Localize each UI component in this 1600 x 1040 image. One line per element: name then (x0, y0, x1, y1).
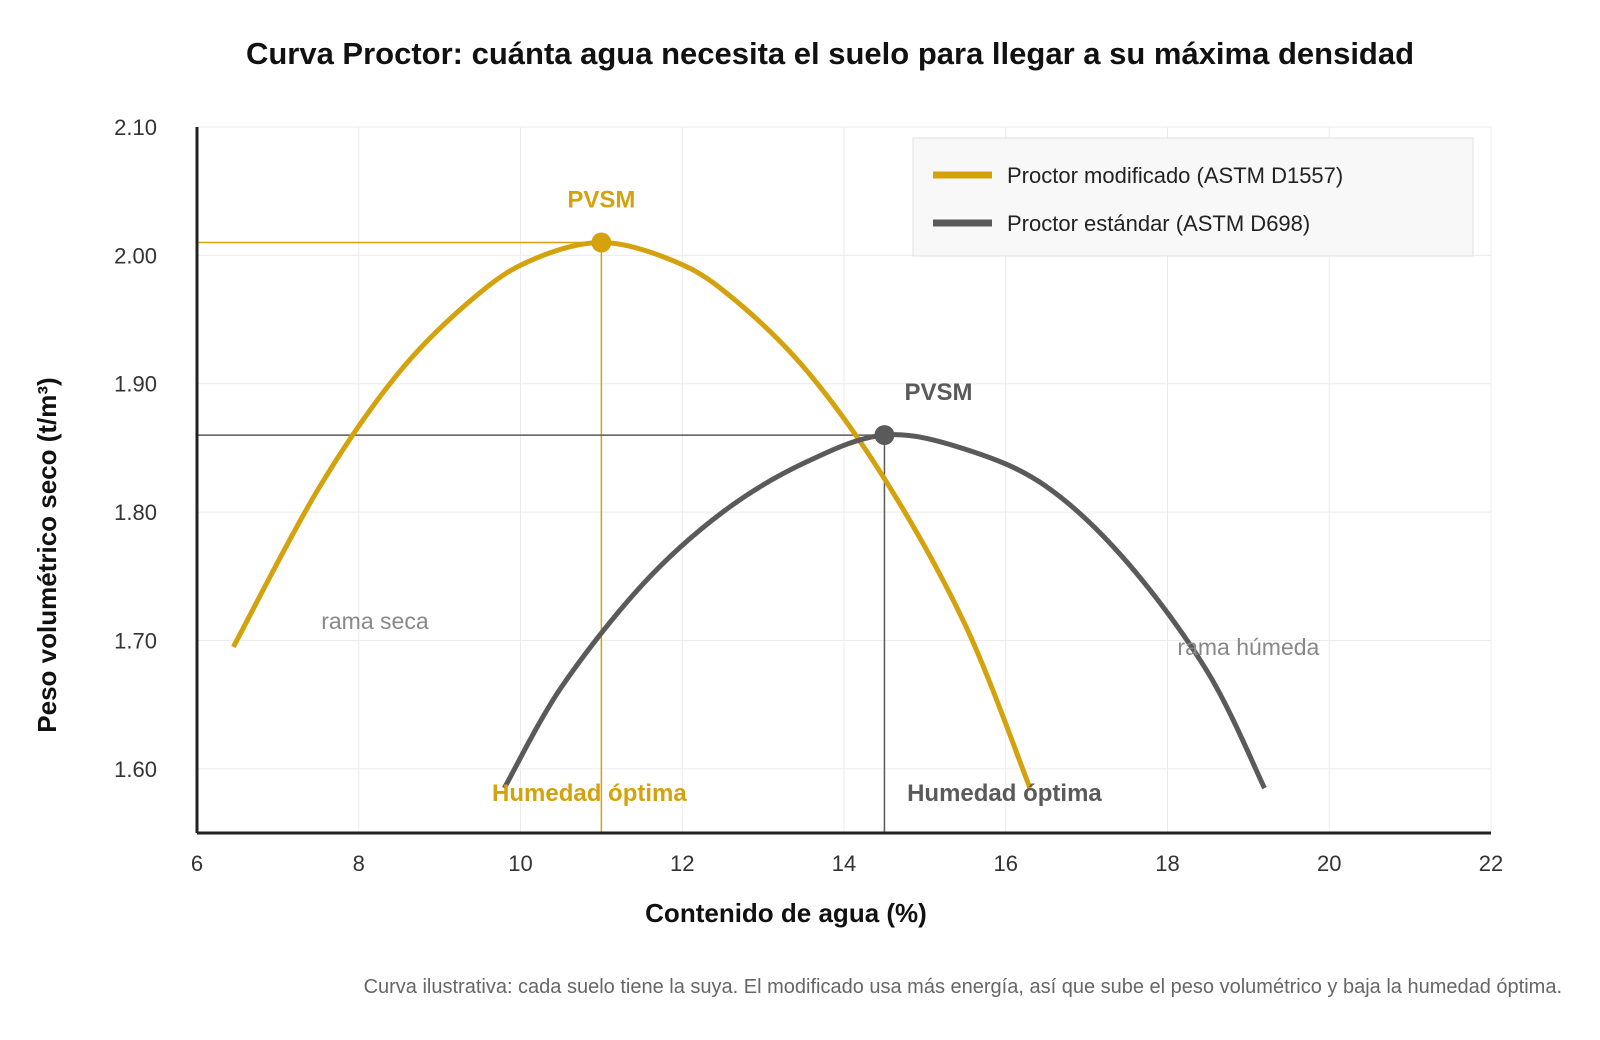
y-tick-label: 2.00 (114, 243, 157, 268)
annotations: PVSM Humedad óptima PVSM Humedad óptima rama… (321, 187, 1319, 807)
optimum-guide-lines (197, 241, 886, 833)
x-axis-title: Contenido de agua (%) (645, 898, 927, 928)
legend: Proctor modificado (ASTM D1557) Proctor … (912, 137, 1474, 257)
series-curves (231, 232, 1267, 790)
x-tick-label: 16 (994, 851, 1018, 876)
x-tick-labels: 6 8 10 12 14 16 18 20 22 (191, 851, 1503, 876)
dry-side-label: rama seca (321, 608, 429, 634)
y-axis-title: Peso volumétrico seco (t/m³) (32, 377, 62, 732)
x-tick-label: 20 (1317, 851, 1341, 876)
peak-point-standard (874, 425, 895, 446)
axes (195, 127, 1491, 835)
wet-side-label: rama húmeda (1177, 634, 1319, 660)
x-tick-label: 12 (670, 851, 694, 876)
series-line-modified (231, 240, 1033, 790)
optimum-label-modified: Humedad óptima (492, 780, 687, 807)
x-tick-label: 14 (832, 851, 856, 876)
y-tick-label: 1.70 (114, 628, 157, 653)
optimum-label-standard: Humedad óptima (907, 780, 1102, 807)
footnote: Curva ilustrativa: cada suelo tiene la s… (364, 976, 1562, 998)
x-tick-label: 6 (191, 851, 203, 876)
legend-label-standard: Proctor estándar (ASTM D698) (1007, 211, 1310, 236)
pvsm-label-modified: PVSM (567, 187, 635, 214)
y-tick-label: 1.80 (114, 500, 157, 525)
x-tick-label: 10 (508, 851, 532, 876)
peak-point-modified (591, 232, 612, 253)
y-tick-label: 1.90 (114, 372, 157, 397)
legend-box (912, 137, 1474, 257)
x-tick-label: 8 (353, 851, 365, 876)
x-tick-label: 22 (1479, 851, 1503, 876)
y-tick-label: 2.10 (114, 115, 157, 140)
y-tick-labels: 1.60 1.70 1.80 1.90 2.00 2.10 (114, 115, 157, 782)
pvsm-label-standard: PVSM (904, 379, 972, 406)
y-tick-label: 1.60 (114, 757, 157, 782)
x-tick-label: 18 (1155, 851, 1179, 876)
legend-label-modified: Proctor modificado (ASTM D1557) (1007, 163, 1343, 188)
chart-title: Curva Proctor: cuánta agua necesita el s… (246, 36, 1414, 71)
